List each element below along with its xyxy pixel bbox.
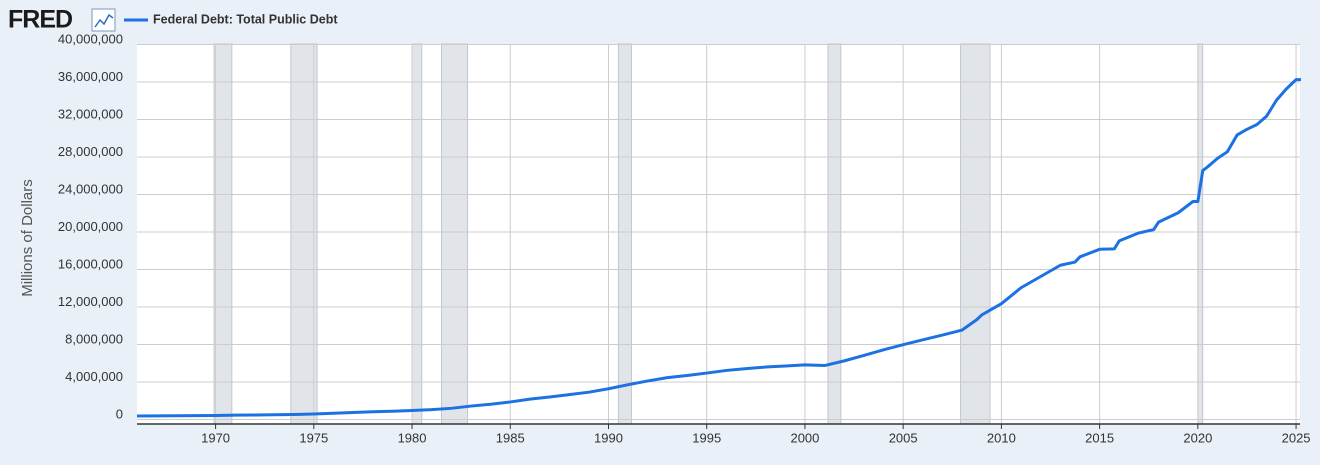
x-tick-label: 2025 [1282, 430, 1311, 445]
y-axis-label: Millions of Dollars [19, 179, 36, 297]
y-tick-label: 0 [116, 406, 123, 421]
x-tick-label: 1995 [692, 430, 721, 445]
logo: FRED [8, 6, 72, 34]
recession-band [411, 43, 423, 425]
y-tick-label: 12,000,000 [58, 294, 123, 309]
y-tick-label: 24,000,000 [58, 181, 123, 196]
y-tick-label: 16,000,000 [58, 256, 123, 271]
y-tick-label: 8,000,000 [65, 331, 123, 346]
y-tick-label: 20,000,000 [58, 219, 123, 234]
y-tick-label: 4,000,000 [65, 369, 123, 384]
recession-band [617, 43, 632, 425]
x-tick-label: 2020 [1183, 430, 1212, 445]
x-tick-label: 2015 [1085, 430, 1114, 445]
x-tick-label: 1980 [398, 430, 427, 445]
recession-band [960, 43, 991, 425]
recession-band [827, 43, 842, 425]
x-tick-label: 2005 [889, 430, 918, 445]
x-tick-label: 2010 [987, 430, 1016, 445]
x-tick-label: 1970 [201, 430, 230, 445]
recession-band [290, 43, 318, 425]
recession-band [441, 43, 469, 425]
series-line [136, 78, 1301, 418]
x-tick-label: 1975 [299, 430, 328, 445]
y-tick-label: 40,000,000 [58, 31, 123, 46]
x-tick-label: 1985 [496, 430, 525, 445]
logo-icon [91, 8, 116, 32]
x-tick-label: 1990 [594, 430, 623, 445]
recession-band [1197, 43, 1204, 425]
legend-label: Federal Debt: Total Public Debt [153, 12, 338, 26]
x-tick-label: 2000 [790, 430, 819, 445]
y-tick-label: 36,000,000 [58, 69, 123, 84]
plot-area [137, 44, 1300, 424]
y-tick-label: 32,000,000 [58, 106, 123, 121]
recession-band [213, 43, 233, 425]
y-tick-label: 28,000,000 [58, 144, 123, 159]
